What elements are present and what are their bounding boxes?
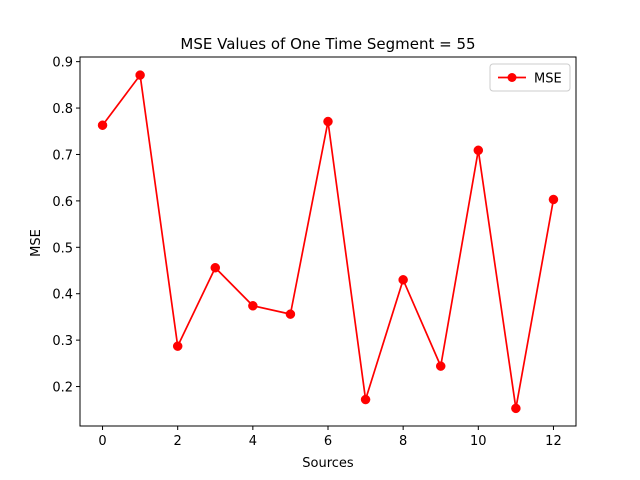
legend: MSE [489,63,571,92]
y-tick-label: 0.4 [52,288,73,303]
x-tick-label: 4 [249,434,257,449]
x-tick-label: 12 [545,434,562,449]
plot-area: 0 2 4 6 8 10 12 0.2 0.3 0.4 0.5 0.6 0.7 0.8 0.9 [52,56,577,449]
y-tick-label: 0.7 [52,148,73,163]
data-point [473,145,484,156]
data-point [285,309,296,319]
x-tick-label: 6 [324,434,332,449]
data-point [435,361,446,371]
y-axis-label: MSE [29,229,44,257]
y-tick-label: 0.5 [52,241,73,256]
chart-title: MSE Values of One Time Segment = 55 [180,35,475,53]
y-tick-label: 0.9 [52,56,73,71]
y-tick-label: 0.2 [52,381,73,396]
data-point [323,116,333,127]
x-axis-label: Sources [302,456,354,471]
x-tick-label: 8 [399,434,407,449]
data-point [511,403,521,414]
legend-box [489,63,571,92]
data-point [172,341,183,351]
y-tick-label: 0.8 [52,102,73,117]
data-point [210,262,221,273]
x-tick-label: 2 [174,434,182,449]
x-tick-label: 0 [98,434,106,449]
x-tick-label: 10 [470,434,487,449]
legend-label: MSE [534,72,562,87]
data-point [548,194,559,205]
data-point [360,394,371,405]
legend-marker [507,73,517,82]
data-point [398,275,408,285]
data-point [135,70,145,80]
y-tick-label: 0.6 [52,195,73,210]
data-point [97,120,108,130]
axes-frame [79,56,577,427]
data-point [248,301,258,311]
y-tick-label: 0.3 [52,334,73,349]
